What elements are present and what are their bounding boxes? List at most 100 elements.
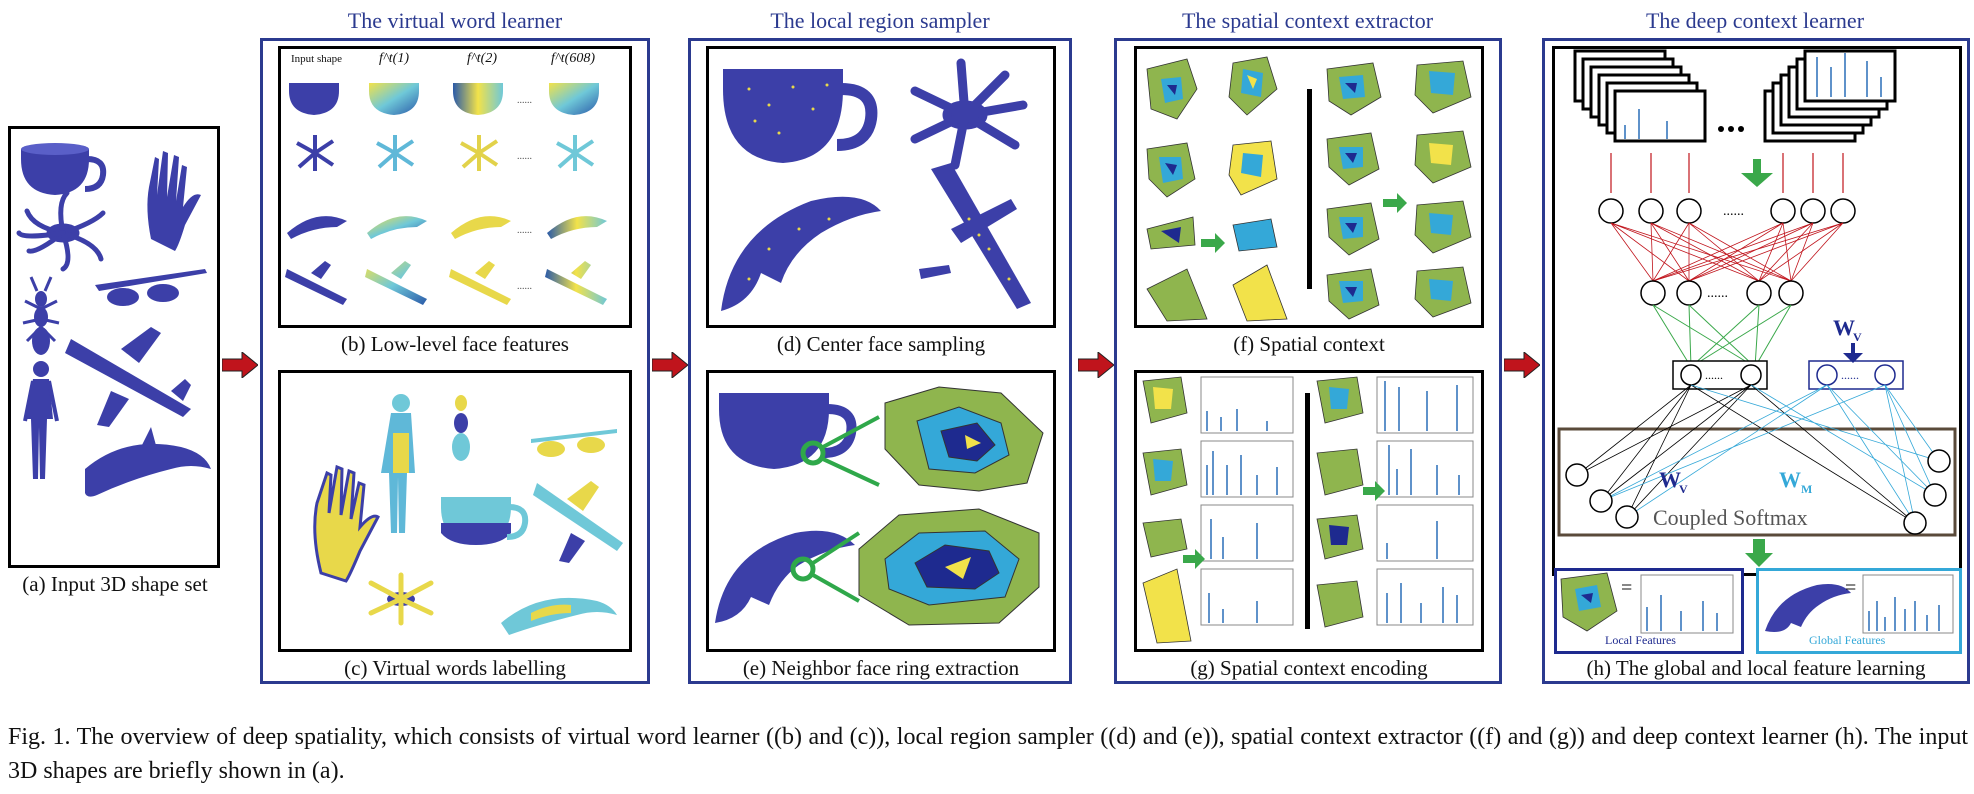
ellipsis-row-3: ...... xyxy=(517,225,532,236)
input-edges xyxy=(1610,153,1844,193)
flow-arrow-1 xyxy=(222,352,258,378)
encoding-right-patches xyxy=(1316,376,1364,628)
octopus-shape-icon xyxy=(16,190,106,272)
glasses-colored-icon xyxy=(531,429,617,457)
panel-e-caption: (e) Neighbor face ring extraction xyxy=(742,656,1020,680)
histogram-bars-left xyxy=(1624,109,1668,139)
panel-h-caption: (h) The global and local feature learnin… xyxy=(1586,656,1926,680)
glasses-shape-icon xyxy=(95,269,207,306)
layer1-to-layer2-edges xyxy=(1610,222,1844,282)
col-label-input-shape: Input shape xyxy=(291,53,343,65)
sampled-cup-icon xyxy=(723,69,878,163)
center-face-dots xyxy=(747,83,1011,281)
encoding-right-histograms xyxy=(1376,376,1474,626)
coupled-softmax-label: Coupled Softmax xyxy=(1653,505,1808,530)
equals-sign-global: = xyxy=(1845,577,1857,599)
wv-label-softmax: W xyxy=(1659,467,1681,492)
global-features-box: = Global Features xyxy=(1756,568,1962,654)
feature-row-cups xyxy=(289,83,599,115)
panel-f-spatial-context xyxy=(1134,46,1484,328)
wm-sub-softmax: M xyxy=(1801,482,1812,496)
stage-box-local-region-sampler xyxy=(688,38,1072,684)
separator-bar-f xyxy=(1307,89,1312,289)
global-features-graphic xyxy=(1765,574,1954,634)
encoding-left-bars xyxy=(1206,409,1278,623)
wv-down-arrow xyxy=(1843,343,1863,363)
stage-title-virtual-word-learner: The virtual word learner xyxy=(347,8,563,33)
col-label-f1: f^t(1) xyxy=(379,51,410,66)
wv-sub-top: V xyxy=(1853,330,1862,344)
dolphin-shape-icon xyxy=(85,427,211,497)
sampled-octopus-icon xyxy=(910,58,1028,170)
panel-b-caption: (b) Low-level face features xyxy=(341,332,569,356)
hand-colored-icon xyxy=(313,464,380,583)
sampled-shapes xyxy=(721,58,1031,311)
figure-caption: Fig. 1. The overview of deep spatiality,… xyxy=(8,724,1968,784)
mesh-patch-grid-left xyxy=(1146,56,1288,322)
col-label-f2: f^t(2) xyxy=(467,51,498,66)
panel-d-center-face-sampling xyxy=(706,46,1056,328)
encoding-left-histograms xyxy=(1200,376,1294,626)
stage-box-deep-context-learner xyxy=(1542,38,1970,684)
separator-bar-g xyxy=(1305,393,1310,629)
panel-f-caption: (f) Spatial context xyxy=(1233,332,1385,356)
coupled-softmax-box xyxy=(1557,427,1957,537)
flow-arrow-2 xyxy=(652,352,688,378)
panel-c-virtual-words xyxy=(278,370,632,652)
dolphin-colored-icon xyxy=(501,597,617,635)
transform-arrow-f-left xyxy=(1201,233,1225,253)
local-features-label: Local Features xyxy=(1605,633,1676,647)
encoding-arrow-right xyxy=(1363,481,1385,501)
local-features-box: = Local Features xyxy=(1554,568,1744,654)
airplane-shape-icon xyxy=(65,327,191,427)
encoding-left-patches xyxy=(1142,376,1192,644)
stage-title-local-region-sampler: The local region sampler xyxy=(770,8,990,33)
spatial-context-meshes xyxy=(1146,56,1472,322)
feature-row-airplane xyxy=(285,261,607,305)
ellipsis-row-2: ...... xyxy=(517,151,532,162)
wv-sub-softmax: V xyxy=(1679,482,1688,496)
ellipsis-row-1: ...... xyxy=(517,95,532,106)
panel-g-spatial-context-encoding xyxy=(1134,370,1484,652)
ring-mesh-cup xyxy=(884,386,1044,492)
panel-b-low-level-features: Input shape f^t(1) f^t(2) f^t(608) xyxy=(278,46,632,328)
wv-group-nodes xyxy=(1816,364,1896,386)
histogram-bars-right xyxy=(1816,53,1882,97)
ring-highlight-dolphin xyxy=(790,556,816,582)
layer1-dots: ...... xyxy=(1723,204,1744,219)
panel-h-network: ...... ...... ...... ...... W V xyxy=(1552,46,1962,576)
panel-c-caption: (c) Virtual words labelling xyxy=(344,656,566,680)
histogram-stack-left xyxy=(1573,49,1707,143)
histogram-stack-right xyxy=(1763,49,1897,143)
histogram-ellipsis xyxy=(1718,126,1744,132)
row-ellipsis-markers: ...... ...... ...... ...... xyxy=(517,95,532,292)
input-shape-thumbnails xyxy=(16,143,211,497)
sampled-airplane-icon xyxy=(919,163,1031,309)
ring-dolphin-icon xyxy=(715,530,855,623)
flow-arrow-4 xyxy=(1504,352,1540,378)
human-colored-icon xyxy=(381,394,415,533)
softmax-left-nodes xyxy=(1565,463,1639,529)
human-shape-icon xyxy=(23,361,59,479)
panel-a-caption: (a) Input 3D shape set xyxy=(22,572,208,596)
panel-d-caption: (d) Center face sampling xyxy=(776,332,986,356)
stage-box-spatial-context-extractor xyxy=(1114,38,1502,684)
softmax-edges-black xyxy=(1576,384,1916,524)
softmax-edges-blue xyxy=(1600,384,1940,524)
ant-shape-icon xyxy=(22,276,60,355)
global-features-label: Global Features xyxy=(1809,633,1886,647)
wv-label-top: W xyxy=(1833,315,1855,340)
face-ring-illustration xyxy=(715,386,1044,626)
stage-title-spatial-context-extractor: The spatial context extractor xyxy=(1181,8,1434,33)
wm-label-softmax: W xyxy=(1779,467,1801,492)
layer2-dots: ...... xyxy=(1707,286,1728,301)
stage-box-virtual-word-learner xyxy=(260,38,650,684)
mesh-patch-grid-right xyxy=(1326,60,1472,320)
layer1-nodes xyxy=(1598,198,1856,224)
layer2-to-layer3-edges xyxy=(1652,304,1792,368)
ring-zoom-lines-cup xyxy=(822,415,880,487)
transform-arrow-f-right xyxy=(1383,193,1407,213)
cup-colored-icon xyxy=(441,497,529,545)
feature-row-octopus xyxy=(296,135,595,171)
ring-zoom-lines-dolphin xyxy=(811,531,861,603)
